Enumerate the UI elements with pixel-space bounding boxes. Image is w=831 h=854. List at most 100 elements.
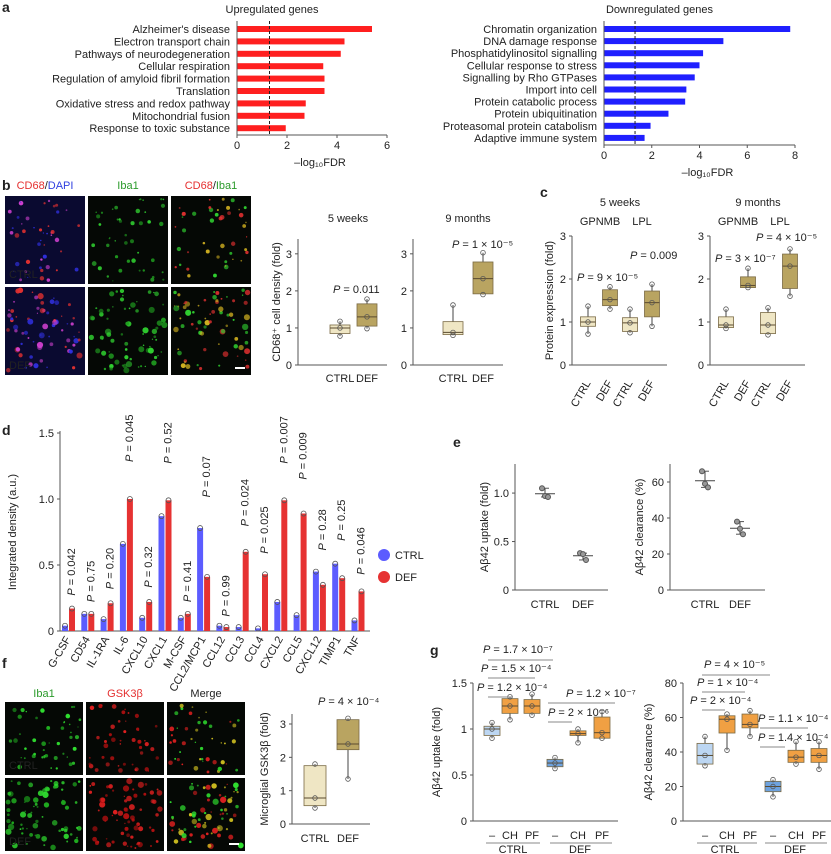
tick-label: 3 bbox=[698, 231, 704, 243]
bar bbox=[237, 75, 325, 82]
signal-spot bbox=[110, 338, 115, 343]
p-value-annotation: P = 2 × 10⁻⁴ bbox=[690, 695, 752, 707]
signal-spot bbox=[42, 254, 47, 259]
signal-spot bbox=[245, 359, 247, 361]
signal-spot bbox=[6, 818, 11, 824]
signal-spot bbox=[10, 780, 13, 783]
data-point bbox=[450, 302, 456, 308]
signal-spot bbox=[102, 815, 109, 822]
signal-spot bbox=[212, 760, 217, 765]
signal-spot bbox=[186, 267, 190, 271]
signal-spot bbox=[220, 808, 223, 812]
signal-spot bbox=[118, 768, 123, 773]
signal-spot bbox=[28, 362, 33, 367]
p-value-annotation: P = 0.25 bbox=[336, 500, 348, 541]
signal-spot bbox=[232, 299, 236, 303]
signal-spot bbox=[150, 277, 155, 282]
tick-label: 2 bbox=[284, 140, 290, 152]
signal-spot bbox=[144, 742, 149, 747]
signal-spot bbox=[211, 737, 214, 740]
p-value-annotation: P = 0.41 bbox=[182, 561, 194, 602]
signal-spot bbox=[66, 338, 71, 343]
category-label: Chromatin organization bbox=[483, 24, 597, 36]
signal-spot bbox=[24, 270, 28, 273]
data-point bbox=[787, 246, 793, 252]
data-point bbox=[816, 738, 822, 745]
data-point bbox=[770, 794, 776, 800]
data-point bbox=[204, 573, 211, 580]
signal-spot bbox=[199, 366, 203, 371]
category-label: G-CSF bbox=[46, 634, 74, 670]
signal-spot bbox=[20, 342, 23, 346]
signal-spot bbox=[55, 767, 58, 770]
tick-label: 2 bbox=[401, 286, 407, 298]
signal-spot bbox=[71, 761, 76, 765]
bar bbox=[604, 134, 645, 141]
signal-spot bbox=[15, 261, 20, 267]
tick-label: 0 bbox=[601, 150, 607, 162]
signal-spot bbox=[53, 781, 59, 786]
signal-spot bbox=[14, 329, 18, 333]
signal-spot bbox=[225, 828, 229, 831]
signal-spot bbox=[50, 767, 53, 769]
signal-spot bbox=[142, 199, 144, 202]
p-value-annotation: P = 0.28 bbox=[317, 509, 329, 550]
category-label: DNA damage response bbox=[483, 36, 597, 48]
signal-spot bbox=[196, 784, 199, 787]
signal-spot bbox=[106, 317, 109, 320]
box-4 bbox=[569, 726, 587, 746]
signal-spot bbox=[70, 322, 74, 326]
signal-spot bbox=[125, 321, 129, 326]
box-body bbox=[356, 303, 378, 327]
signal-spot bbox=[221, 812, 225, 815]
bar-ctrl bbox=[293, 615, 300, 631]
label-part: / bbox=[45, 180, 49, 192]
signal-spot bbox=[142, 327, 149, 334]
category-label: Phosphatidylinositol signalling bbox=[451, 48, 597, 60]
signal-spot bbox=[101, 755, 105, 759]
signal-spot bbox=[147, 347, 154, 354]
signal-spot bbox=[42, 323, 49, 330]
box-body bbox=[622, 317, 638, 332]
signal-spot bbox=[56, 210, 60, 214]
bar-ctrl bbox=[332, 563, 339, 631]
p-value: = 0.024 bbox=[240, 479, 252, 519]
signal-spot bbox=[42, 791, 49, 798]
signal-spot bbox=[89, 785, 92, 787]
data-point bbox=[529, 712, 535, 718]
signal-spot bbox=[130, 815, 135, 821]
data-point bbox=[364, 325, 370, 332]
data-point bbox=[507, 717, 513, 723]
signal-spot bbox=[91, 243, 96, 248]
signal-spot bbox=[144, 739, 146, 742]
signal-spot bbox=[36, 312, 39, 314]
category-label: PF bbox=[812, 830, 826, 842]
bar-def bbox=[319, 584, 326, 631]
signal-spot bbox=[46, 278, 51, 282]
signal-spot bbox=[127, 712, 130, 714]
signal-spot bbox=[202, 241, 206, 245]
signal-spot bbox=[44, 753, 49, 758]
data-point bbox=[575, 726, 581, 732]
box-body bbox=[303, 765, 327, 807]
signal-spot bbox=[49, 299, 55, 305]
box-3 bbox=[644, 281, 660, 329]
signal-spot bbox=[47, 199, 51, 203]
category-label: PF bbox=[525, 830, 539, 842]
signal-spot bbox=[123, 807, 128, 812]
p-symbol: P bbox=[201, 489, 213, 497]
category-label: Translation bbox=[176, 86, 230, 98]
signal-spot bbox=[230, 796, 233, 799]
p-value-annotation: P = 3 × 10⁻⁴ bbox=[537, 0, 599, 3]
box-1 bbox=[501, 694, 519, 723]
p-value-annotation: P = 1.2 × 10⁻⁴ bbox=[477, 682, 548, 694]
signal-spot bbox=[238, 212, 244, 218]
bar bbox=[237, 63, 324, 70]
signal-spot bbox=[11, 821, 15, 825]
signal-spot bbox=[8, 739, 13, 743]
signal-spot bbox=[160, 351, 163, 353]
signal-spot bbox=[186, 251, 190, 254]
signal-spot bbox=[117, 765, 120, 767]
bar-ctrl bbox=[139, 617, 146, 631]
